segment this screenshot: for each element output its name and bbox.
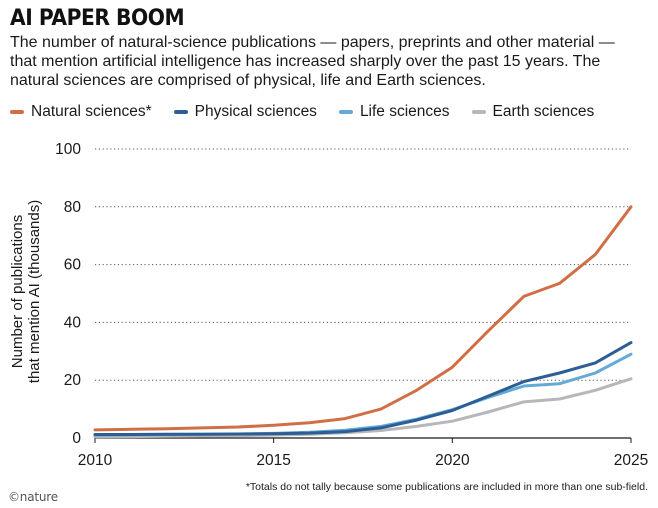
footnote: *Totals do not tally because some public… bbox=[245, 481, 648, 493]
y-tick-label: 60 bbox=[64, 257, 82, 274]
legend: Natural sciences* Physical sciences Life… bbox=[10, 103, 616, 121]
legend-label: Life sciences bbox=[359, 103, 450, 120]
x-tick-label: 2010 bbox=[78, 452, 113, 469]
nature-logo: ©nature bbox=[8, 490, 58, 504]
legend-swatch bbox=[173, 110, 188, 114]
y-tick-label: 100 bbox=[55, 141, 81, 158]
legend-item-life: Life sciences bbox=[338, 103, 450, 121]
legend-swatch bbox=[338, 110, 353, 114]
chart-title: AI PAPER BOOM bbox=[10, 6, 185, 31]
legend-label: Physical sciences bbox=[194, 103, 317, 120]
chart-subtitle: The number of natural-science publicatio… bbox=[10, 34, 615, 89]
legend-label: Natural sciences* bbox=[31, 103, 152, 120]
legend-label: Earth sciences bbox=[492, 103, 595, 120]
x-tick-label: 2025 bbox=[614, 452, 648, 469]
y-tick-label: 80 bbox=[64, 199, 82, 216]
y-tick-label: 40 bbox=[64, 314, 82, 331]
legend-swatch bbox=[10, 110, 24, 114]
y-tick-label: 0 bbox=[72, 430, 81, 447]
series-line-natural-sciences bbox=[93, 205, 633, 432]
y-tick-label: 20 bbox=[64, 372, 82, 389]
x-tick-label: 2015 bbox=[256, 452, 290, 469]
legend-item-physical: Physical sciences bbox=[173, 103, 317, 121]
legend-item-natural: Natural sciences* bbox=[10, 103, 152, 121]
series-line-earth-sciences bbox=[93, 377, 633, 439]
x-tick-label: 2020 bbox=[435, 452, 470, 469]
y-axis-label: Number of publicationsthat mention AI (t… bbox=[9, 200, 43, 383]
legend-item-earth: Earth sciences bbox=[471, 103, 595, 121]
legend-swatch bbox=[471, 110, 486, 114]
series-line-life-sciences bbox=[93, 352, 633, 437]
series-line-physical-sciences bbox=[93, 341, 633, 436]
